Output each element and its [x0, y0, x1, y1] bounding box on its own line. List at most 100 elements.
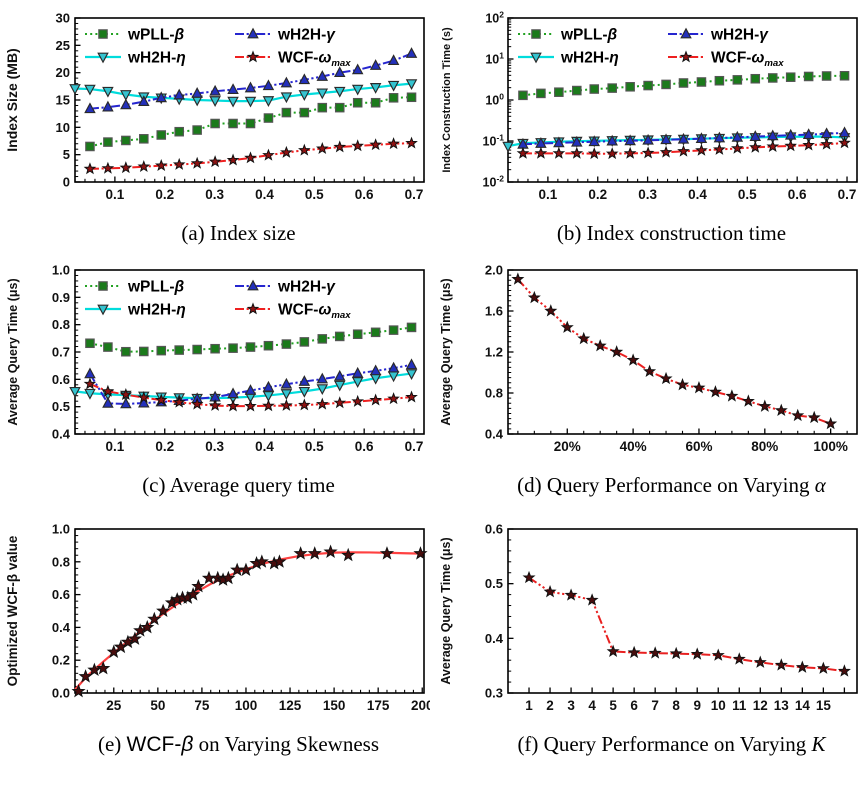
chart-b-index-construction-time: 0.1 0.2 0.3 0.4 0.5 0.6 0.7 10-2 10-1 100 101 102 In… — [441, 10, 858, 202]
chart-e-varying-skewness: 25 50 75 100 125 150 175 200 0.0 0.2 0.4 0.6 0.8 1.0 O… — [5, 522, 430, 714]
svg-text:2: 2 — [546, 698, 554, 713]
svg-text:0.4: 0.4 — [52, 620, 71, 635]
svg-text:15: 15 — [56, 93, 70, 108]
series-wPLL-β — [518, 70, 850, 101]
svg-text:1.2: 1.2 — [485, 345, 503, 360]
svg-text:0.9: 0.9 — [52, 290, 70, 305]
svg-text:13: 13 — [774, 698, 790, 713]
svg-text:11: 11 — [732, 698, 747, 713]
svg-text:0.1: 0.1 — [105, 439, 124, 454]
svg-text:wH2H-γ: wH2H-γ — [277, 279, 336, 296]
svg-text:9: 9 — [693, 698, 701, 713]
svg-text:0.6: 0.6 — [355, 439, 374, 454]
caption-b: (b) Index construction time — [556, 221, 787, 245]
svg-text:100: 100 — [485, 92, 504, 108]
series-WCF-ωmax — [516, 136, 851, 160]
svg-text:wH2H-η: wH2H-η — [127, 50, 186, 67]
svg-text:2.0: 2.0 — [485, 263, 503, 278]
series-observed-beta — [71, 544, 428, 698]
svg-text:0.8: 0.8 — [485, 386, 503, 401]
series-wPLL-β — [85, 92, 417, 152]
svg-text:0.4: 0.4 — [255, 439, 274, 454]
svg-text:50: 50 — [150, 698, 165, 713]
svg-text:0.1: 0.1 — [538, 187, 557, 202]
svg-text:40%: 40% — [620, 439, 647, 454]
series-wH2H-η — [69, 79, 418, 108]
svg-text:10: 10 — [711, 698, 726, 713]
svg-text:30: 30 — [56, 11, 70, 26]
axes: 20% 40% 60% 80% 100% 0.4 0.8 1.2 1.6 2.0 — [485, 263, 858, 454]
svg-text:0.6: 0.6 — [788, 187, 807, 202]
subplot-e-varying-skewness: 25 50 75 100 125 150 175 200 0.0 0.2 0.4 0.6 0.8 1.0 O… — [3, 521, 430, 757]
svg-text:0.6: 0.6 — [355, 187, 374, 202]
svg-text:8: 8 — [672, 698, 680, 713]
y-axis-label: Average Query Time (μs) — [439, 278, 453, 425]
svg-text:0.4: 0.4 — [485, 631, 504, 646]
series-WCF — [511, 272, 838, 430]
subplot-a-index-size: 0.1 0.2 0.3 0.4 0.5 0.6 0.7 0 5 10 15 20 25 30 Index S… — [3, 10, 430, 246]
caption-c: (c) Average query time — [142, 473, 335, 497]
svg-text:WCF-ωmax: WCF-ωmax — [711, 50, 784, 70]
svg-text:0.4: 0.4 — [485, 427, 504, 442]
svg-text:102: 102 — [485, 10, 504, 26]
series-wPLL-β — [85, 322, 417, 357]
series-WCF — [522, 570, 851, 677]
svg-text:0: 0 — [63, 175, 70, 190]
svg-text:0.2: 0.2 — [52, 653, 70, 668]
svg-text:20: 20 — [56, 65, 70, 80]
svg-text:wPLL-β: wPLL-β — [560, 27, 618, 44]
svg-text:0.7: 0.7 — [405, 187, 424, 202]
caption-d: (d) Query Performance on Varying α — [517, 473, 826, 497]
svg-text:wH2H-η: wH2H-η — [127, 302, 186, 319]
svg-text:0.6: 0.6 — [52, 372, 70, 387]
plot-border — [507, 269, 858, 435]
svg-text:0.5: 0.5 — [485, 576, 503, 591]
svg-text:0.6: 0.6 — [485, 522, 503, 537]
caption-a: (a) Index size — [181, 221, 296, 245]
svg-text:0.5: 0.5 — [52, 399, 70, 414]
series-wH2H-γ — [84, 47, 418, 114]
svg-text:100: 100 — [235, 698, 258, 713]
svg-text:0.5: 0.5 — [738, 187, 757, 202]
svg-text:10: 10 — [56, 120, 70, 135]
svg-text:200: 200 — [411, 698, 430, 713]
svg-text:3: 3 — [567, 698, 575, 713]
svg-text:1.0: 1.0 — [52, 263, 70, 278]
svg-text:0.8: 0.8 — [52, 317, 70, 332]
svg-text:0.5: 0.5 — [305, 187, 324, 202]
plot-border — [74, 528, 425, 694]
svg-text:0.3: 0.3 — [638, 187, 657, 202]
chart-c-average-query-time: 0.1 0.2 0.3 0.4 0.5 0.6 0.7 0.4 0.5 0.6 0.7 0.8 0.9 1… — [6, 263, 425, 454]
plot-border — [507, 528, 858, 694]
svg-text:0.4: 0.4 — [52, 427, 71, 442]
svg-text:wH2H-γ: wH2H-γ — [277, 27, 336, 44]
svg-text:0.0: 0.0 — [52, 686, 70, 701]
svg-text:1: 1 — [525, 698, 533, 713]
chart-f-varying-k: 1 2 3 4 5 6 7 8 9 10 11 12 13 14 150.30.40.50.6Average… — [439, 522, 858, 713]
svg-text:80%: 80% — [751, 439, 778, 454]
svg-text:0.3: 0.3 — [485, 686, 503, 701]
svg-text:10-1: 10-1 — [483, 133, 505, 149]
svg-text:12: 12 — [753, 698, 768, 713]
svg-text:20%: 20% — [554, 439, 581, 454]
svg-text:150: 150 — [323, 698, 346, 713]
legend: wPLL-β wH2H-γ wH2H-η WCF-ωmax — [85, 279, 351, 321]
axes: 0.1 0.2 0.3 0.4 0.5 0.6 0.7 0.4 0.5 0.6 0.7 0.8 0.9 1… — [52, 263, 425, 454]
svg-text:0.2: 0.2 — [588, 187, 607, 202]
svg-text:wH2H-γ: wH2H-γ — [710, 27, 769, 44]
svg-text:6: 6 — [630, 698, 638, 713]
axes: 0.1 0.2 0.3 0.4 0.5 0.6 0.7 10-2 10-1 100 101 102 — [483, 10, 858, 202]
axes: 0.1 0.2 0.3 0.4 0.5 0.6 0.7 0 5 10 15 20 25 30 — [56, 11, 425, 202]
svg-text:25: 25 — [56, 38, 70, 53]
svg-text:wH2H-η: wH2H-η — [560, 50, 619, 67]
svg-text:1.0: 1.0 — [52, 522, 70, 537]
svg-text:125: 125 — [279, 698, 302, 713]
svg-text:5: 5 — [63, 147, 70, 162]
caption-e: (e) WCF-β on Varying Skewness — [97, 732, 380, 756]
svg-text:0.2: 0.2 — [155, 439, 174, 454]
series-wH2H-η — [69, 369, 418, 405]
series-wH2H-γ — [517, 126, 851, 149]
svg-text:0.4: 0.4 — [255, 187, 274, 202]
chart-a-index-size: 0.1 0.2 0.3 0.4 0.5 0.6 0.7 0 5 10 15 20 25 30 Index S… — [4, 11, 425, 202]
